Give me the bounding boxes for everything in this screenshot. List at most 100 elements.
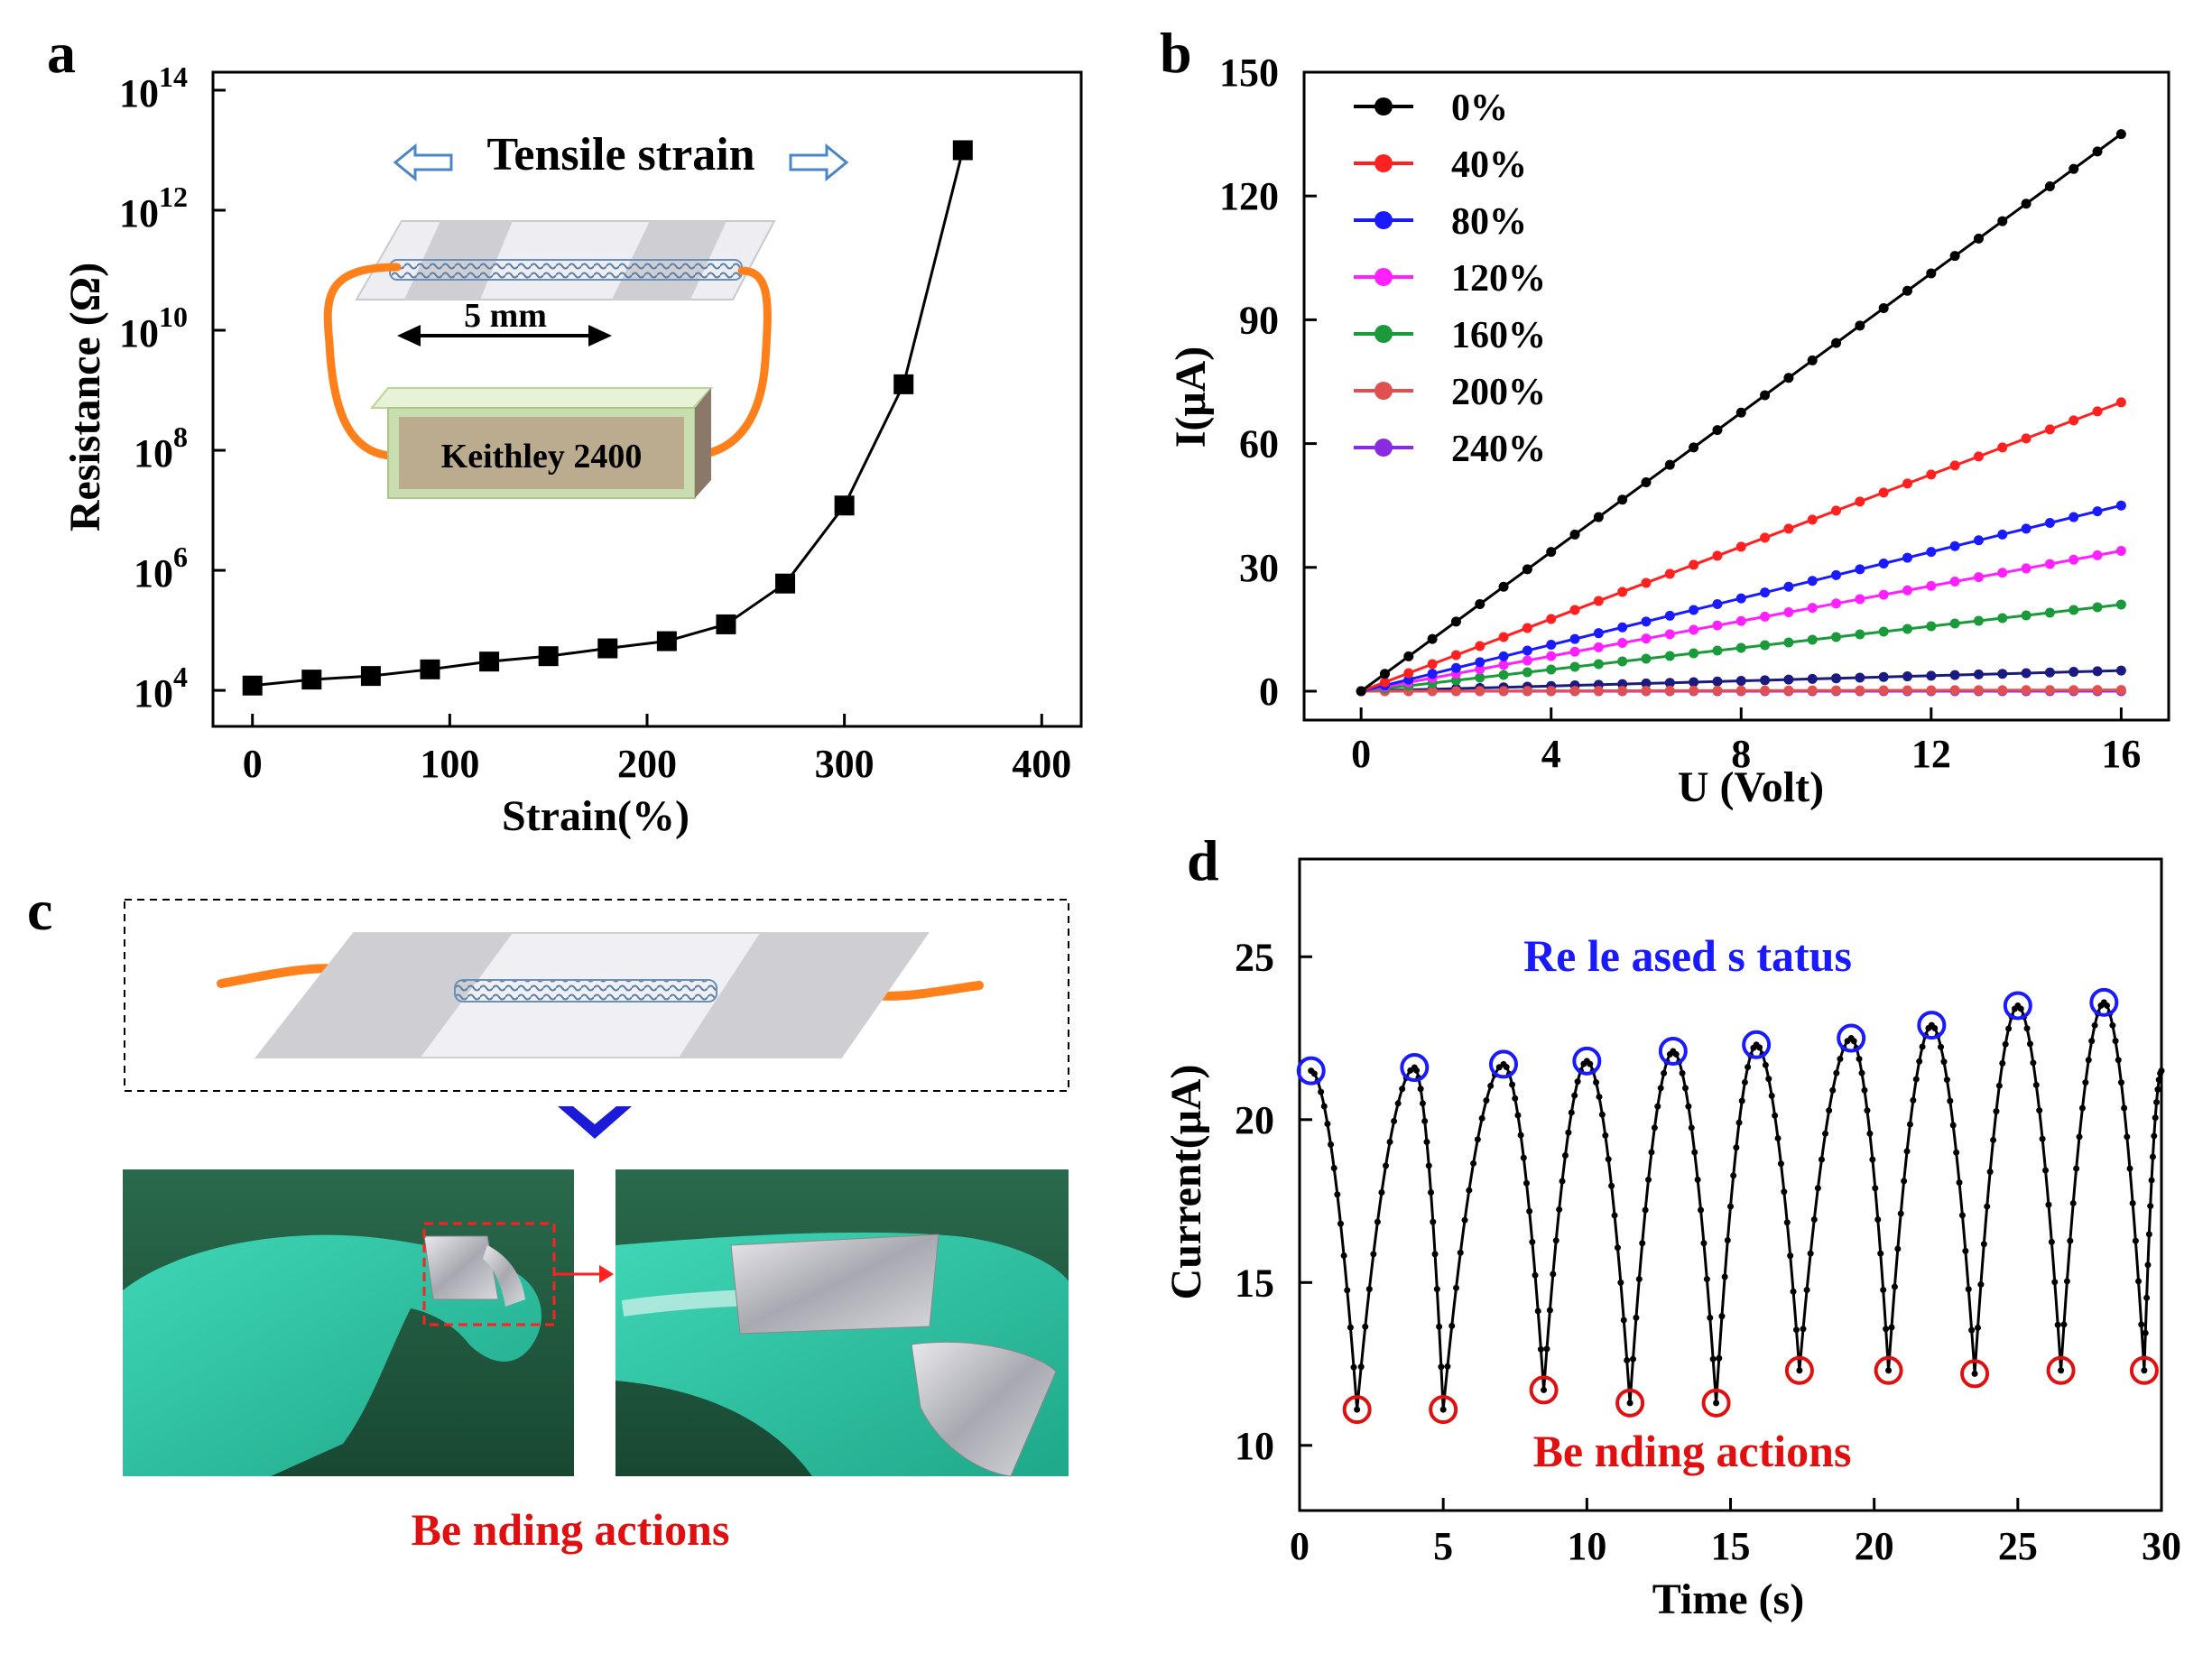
b-data-point <box>1522 623 1532 633</box>
released-marker <box>2089 987 2119 1017</box>
d-data-point <box>1995 1082 2003 1089</box>
b-data-point <box>1807 685 1818 696</box>
d-data-point <box>1864 1107 1871 1114</box>
d-data-point <box>1691 1149 1698 1156</box>
d-data-point <box>1885 1367 1893 1374</box>
a-data-point <box>479 651 500 672</box>
tensile-strain-left-arrow-icon <box>393 143 453 182</box>
d-data-point <box>1721 1273 1728 1280</box>
d-data-point <box>1986 1169 1994 1176</box>
d-data-point <box>1810 1215 1818 1223</box>
b-ytick-label: 90 <box>1239 298 1279 342</box>
d-data-point <box>1370 1251 1377 1258</box>
b-legend-label: 160% <box>1451 315 1546 356</box>
d-data-point <box>1745 1064 1752 1071</box>
b-data-point <box>1498 670 1509 680</box>
b-data-point <box>1831 598 1842 609</box>
d-data-point <box>1328 1141 1335 1148</box>
d-data-point <box>1529 1238 1536 1245</box>
electrode-c-left <box>256 933 513 1058</box>
tensile-strain-label: Tensile strain <box>486 129 754 180</box>
d-xtick-label: 20 <box>1855 1524 1894 1568</box>
b-data-point <box>1498 632 1509 642</box>
d-data-point <box>1765 1076 1772 1083</box>
a-data-point <box>716 614 736 634</box>
panel-d-xlabel: Time (s) <box>1652 1575 1804 1623</box>
b-data-point <box>1641 633 1652 644</box>
b-data-point <box>1735 541 1746 552</box>
d-data-point <box>2104 1002 2111 1009</box>
b-data-point <box>1949 541 1960 551</box>
d-data-point <box>2148 1177 2155 1184</box>
b-data-point <box>1617 638 1628 649</box>
b-data-point <box>1735 676 1746 687</box>
b-data-point <box>1735 685 1746 696</box>
b-data-point <box>2092 506 2103 517</box>
chevron-down-icon-inner <box>573 1106 616 1124</box>
d-data-point <box>1605 1156 1612 1163</box>
d-data-point <box>1324 1120 1331 1127</box>
d-data-point <box>1425 1162 1432 1169</box>
d-data-point <box>1635 1276 1643 1283</box>
d-data-point <box>2138 1321 2145 1328</box>
b-data-point <box>1712 550 1723 561</box>
b-data-point <box>1997 529 2008 540</box>
b-data-point <box>1760 675 1771 686</box>
released-marker <box>1400 1053 1430 1083</box>
d-data-point <box>1620 1317 1627 1324</box>
d-data-point <box>1833 1069 1840 1076</box>
wire-right <box>690 266 772 460</box>
b-data-point <box>1902 285 1912 296</box>
b-data-point <box>1783 581 1794 592</box>
b-data-point <box>1783 373 1794 383</box>
b-data-point <box>1831 337 1842 348</box>
b-data-point <box>1641 653 1652 664</box>
b-data-point <box>2069 685 2079 696</box>
b-data-point <box>1926 547 1937 558</box>
released-marker <box>1572 1046 1602 1076</box>
b-data-point <box>1735 642 1746 653</box>
b-data-point <box>1546 686 1557 697</box>
d-data-point <box>1520 1154 1527 1161</box>
a-xtick-label: 100 <box>420 742 479 786</box>
b-data-point <box>1997 442 2008 453</box>
b-data-point <box>2092 550 2103 560</box>
d-data-point <box>1550 1271 1557 1278</box>
b-data-point <box>1949 685 1960 696</box>
d-data-point <box>1681 1085 1689 1092</box>
d-data-point <box>2141 1367 2148 1374</box>
b-data-point <box>1831 505 1842 516</box>
b-data-point <box>1878 685 1889 696</box>
d-data-point <box>2112 1038 2119 1045</box>
d-data-point <box>1608 1182 1615 1189</box>
d-ytick-label: 10 <box>1235 1424 1274 1468</box>
panel-b-xlabel: U (Volt) <box>1678 763 1824 811</box>
b-data-point <box>2021 433 2032 444</box>
released-marker <box>2003 991 2032 1021</box>
b-data-point <box>1593 512 1604 522</box>
d-data-point <box>1713 1400 1720 1407</box>
b-data-point <box>1949 460 1960 471</box>
released-status-label: Re le ased s tatus <box>1523 930 1852 981</box>
d-data-point <box>2152 1114 2159 1122</box>
b-data-point <box>1926 469 1937 480</box>
photo-zoom-detail <box>615 1169 1069 1477</box>
b-data-point <box>1593 642 1604 652</box>
d-data-point <box>1593 1079 1600 1086</box>
b-data-point <box>1475 599 1485 610</box>
b-data-point <box>2115 500 2126 511</box>
d-data-point <box>1938 1043 1945 1050</box>
b-data-point <box>1902 685 1912 696</box>
d-data-point <box>1906 1121 1913 1128</box>
b-data-point <box>1807 514 1818 525</box>
b-data-point <box>2069 163 2079 174</box>
b-data-point <box>1593 628 1604 639</box>
d-data-point <box>2063 1278 2070 1285</box>
d-data-point <box>2115 1057 2122 1064</box>
b-data-point <box>1997 669 2008 679</box>
d-data-point <box>1980 1241 1987 1248</box>
d-data-point <box>1362 1323 1369 1330</box>
d-data-point <box>1517 1132 1524 1139</box>
b-legend-marker <box>1374 382 1393 400</box>
b-data-point <box>1664 651 1675 661</box>
